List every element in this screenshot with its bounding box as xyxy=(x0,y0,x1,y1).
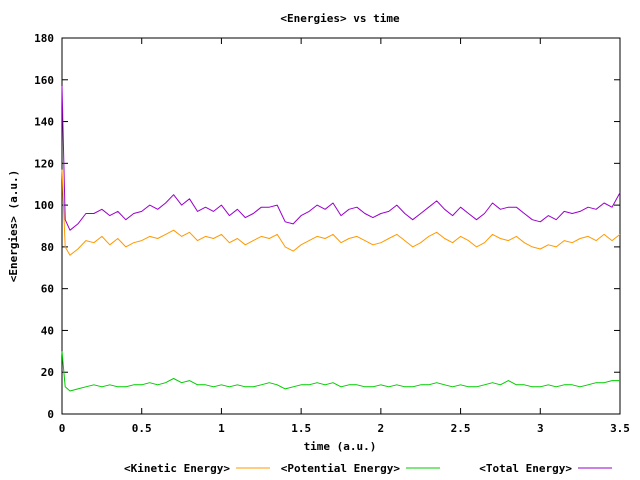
chart-title: <Energies> vs time xyxy=(280,12,400,25)
x-tick-label: 1 xyxy=(218,422,225,435)
series-line-1 xyxy=(61,351,620,392)
y-axis-label: <Energies> (a.u.) xyxy=(7,170,20,283)
y-tick-label: 120 xyxy=(34,157,54,170)
y-tick-label: 0 xyxy=(47,408,54,421)
legend-label: <Kinetic Energy> xyxy=(124,462,230,475)
y-tick-label: 80 xyxy=(41,241,54,254)
y-tick-label: 180 xyxy=(34,32,54,45)
legend: <Kinetic Energy> <Potential Energy> <Total… xyxy=(124,462,612,475)
x-tick-label: 3 xyxy=(537,422,544,435)
series-line-2 xyxy=(61,85,621,231)
x-tick-label: 2.5 xyxy=(451,422,471,435)
x-tick-label: 1.5 xyxy=(291,422,311,435)
x-tick-label: 0.5 xyxy=(132,422,152,435)
y-tick-label: 40 xyxy=(41,324,54,337)
y-tick-label: 20 xyxy=(41,366,54,379)
x-tick-label: 3.5 xyxy=(610,422,630,435)
x-axis-label: time (a.u.) xyxy=(304,440,377,453)
x-tick-label: 2 xyxy=(378,422,385,435)
y-tick-label: 100 xyxy=(34,199,54,212)
legend-label: <Potential Energy> xyxy=(281,462,401,475)
y-tick-label: 140 xyxy=(34,116,54,129)
x-tick-label: 0 xyxy=(59,422,66,435)
series-line-0 xyxy=(61,169,621,256)
plot-frame xyxy=(61,37,621,415)
y-tick-label: 160 xyxy=(34,74,54,87)
axes: 0 20 40 60 80 100 120 140 160 180 0 0.5 1 1.5 2 2.5 3 3.5 xyxy=(34,32,630,435)
y-tick-label: 60 xyxy=(41,283,54,296)
series-group xyxy=(61,85,621,392)
legend-label: <Total Energy> xyxy=(479,462,572,475)
